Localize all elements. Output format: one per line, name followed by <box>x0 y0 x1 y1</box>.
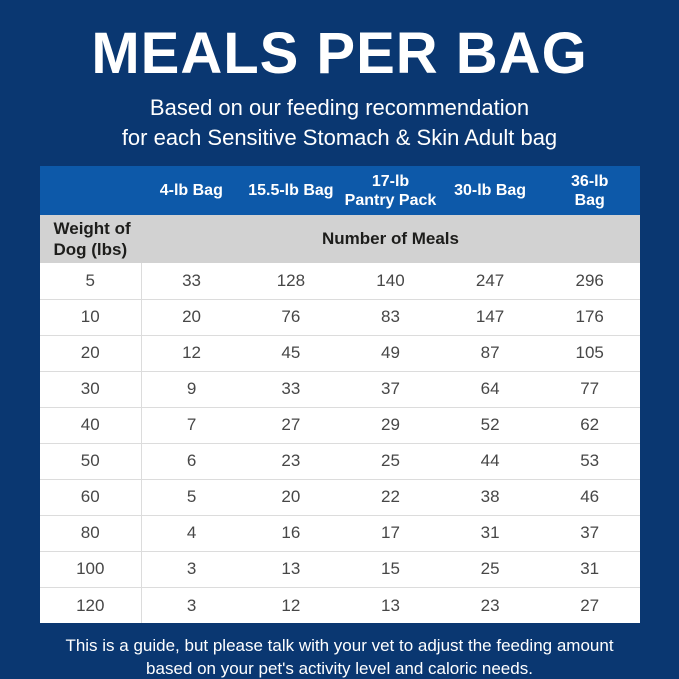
meals-cell: 16 <box>241 514 341 552</box>
table-row: 80 4 16 17 31 37 <box>39 514 640 552</box>
meals-cell: 31 <box>539 550 640 588</box>
meals-cell: 20 <box>241 478 341 516</box>
meals-header-row: Weight of Dog (lbs) Number of Meals <box>39 215 640 264</box>
meals-cell: 105 <box>539 334 640 372</box>
bag-column-header: 36-lb Bag <box>539 166 640 216</box>
bag-column-header: 15.5-lb Bag <box>241 166 341 216</box>
meals-cell: 15 <box>340 550 441 588</box>
weight-cell: 10 <box>39 298 142 336</box>
table-row: 50 6 23 25 44 53 <box>39 442 640 480</box>
meals-cell: 49 <box>340 334 441 372</box>
table-row: 60 5 20 22 38 46 <box>39 478 640 516</box>
page-subtitle: Based on our feeding recommendation for … <box>0 93 679 152</box>
meals-cell: 83 <box>340 298 441 336</box>
table-row: 100 3 13 15 25 31 <box>39 550 640 588</box>
meals-cell: 38 <box>440 478 540 516</box>
meals-cell: 3 <box>141 550 242 588</box>
meals-cell: 147 <box>440 298 540 336</box>
meals-cell: 23 <box>241 442 341 480</box>
table-body: 5 33 128 140 247 296 10 20 76 83 147 176 20 12 45 49 87 1… <box>39 263 640 624</box>
meals-cell: 31 <box>440 514 540 552</box>
meals-cell: 25 <box>340 442 441 480</box>
bag-column-header: 17-lb Pantry Pack <box>340 166 441 216</box>
weight-cell: 100 <box>39 550 142 588</box>
meals-cell: 13 <box>241 550 341 588</box>
meals-cell: 25 <box>440 550 540 588</box>
table-row: 120 3 12 13 23 27 <box>39 586 640 624</box>
meals-cell: 3 <box>141 586 242 624</box>
table-row: 30 9 33 37 64 77 <box>39 370 640 408</box>
meals-cell: 53 <box>539 442 640 480</box>
meals-cell: 5 <box>141 478 242 516</box>
weight-cell: 80 <box>39 514 142 552</box>
bag-column-header: 4-lb Bag <box>141 166 242 216</box>
meals-cell: 37 <box>340 370 441 408</box>
meals-cell: 12 <box>141 334 242 372</box>
weight-cell: 30 <box>39 370 142 408</box>
page-title: MEALS PER BAG <box>91 21 588 86</box>
meals-cell: 27 <box>539 586 640 624</box>
meals-cell: 45 <box>241 334 341 372</box>
meals-cell: 33 <box>241 370 341 408</box>
meals-cell: 176 <box>539 298 640 336</box>
subtitle-line-2: for each Sensitive Stomach & Skin Adult … <box>121 124 558 150</box>
meals-cell: 52 <box>440 406 540 444</box>
number-of-meals-header: Number of Meals <box>141 215 640 264</box>
meals-cell: 64 <box>440 370 540 408</box>
meals-cell: 27 <box>241 406 341 444</box>
note-line-2: based on your pet's activity level and c… <box>146 659 533 679</box>
meals-cell: 4 <box>141 514 242 552</box>
note-line-1: This is a guide, but please talk with yo… <box>65 636 614 656</box>
bag-header-row: 4-lb Bag 15.5-lb Bag 17-lb Pantry Pack 30-l… <box>39 166 640 216</box>
table-row: 20 12 45 49 87 105 <box>39 334 640 372</box>
meals-cell: 62 <box>539 406 640 444</box>
meals-cell: 12 <box>241 586 341 624</box>
vet-guidance-note: This is a guide, but please talk with yo… <box>0 635 679 679</box>
meals-cell: 29 <box>340 406 441 444</box>
bag-column-header: 30-lb Bag <box>440 166 540 216</box>
meals-cell: 46 <box>539 478 640 516</box>
table-row: 5 33 128 140 247 296 <box>39 263 640 300</box>
meals-cell: 22 <box>340 478 441 516</box>
meals-cell: 33 <box>182 271 201 291</box>
meals-cell: 20 <box>141 298 242 336</box>
table-row: 10 20 76 83 147 176 <box>39 298 640 336</box>
weight-cell: 5 <box>39 263 142 300</box>
meals-cell: 77 <box>539 370 640 408</box>
meals-cell: 7 <box>141 406 242 444</box>
meals-cell: 37 <box>539 514 640 552</box>
meals-cell: 13 <box>340 586 441 624</box>
meals-cell: 44 <box>440 442 540 480</box>
meals-cell: 247 <box>475 271 505 291</box>
meals-cell: 140 <box>376 271 405 291</box>
weight-cell: 60 <box>39 478 142 516</box>
meals-cell: 128 <box>276 271 306 291</box>
meals-cell: 9 <box>141 370 242 408</box>
meals-cell: 6 <box>141 442 242 480</box>
meals-cell: 17 <box>340 514 441 552</box>
corner-cell <box>39 166 142 216</box>
weight-cell: 40 <box>39 406 142 444</box>
meals-cell: 23 <box>440 586 540 624</box>
weight-cell: 120 <box>39 586 142 624</box>
weight-cell: 20 <box>39 334 142 372</box>
meals-table: 4-lb Bag 15.5-lb Bag 17-lb Pantry Pack 30-l… <box>39 166 640 624</box>
table-row: 40 7 27 29 52 62 <box>39 406 640 444</box>
weight-column-header: Weight of Dog (lbs) <box>39 215 142 264</box>
subtitle-line-1: Based on our feeding recommendation <box>149 94 530 120</box>
weight-cell: 50 <box>39 442 142 480</box>
meals-cell: 296 <box>575 271 604 291</box>
meals-cell: 87 <box>440 334 540 372</box>
meals-cell: 76 <box>241 298 341 336</box>
